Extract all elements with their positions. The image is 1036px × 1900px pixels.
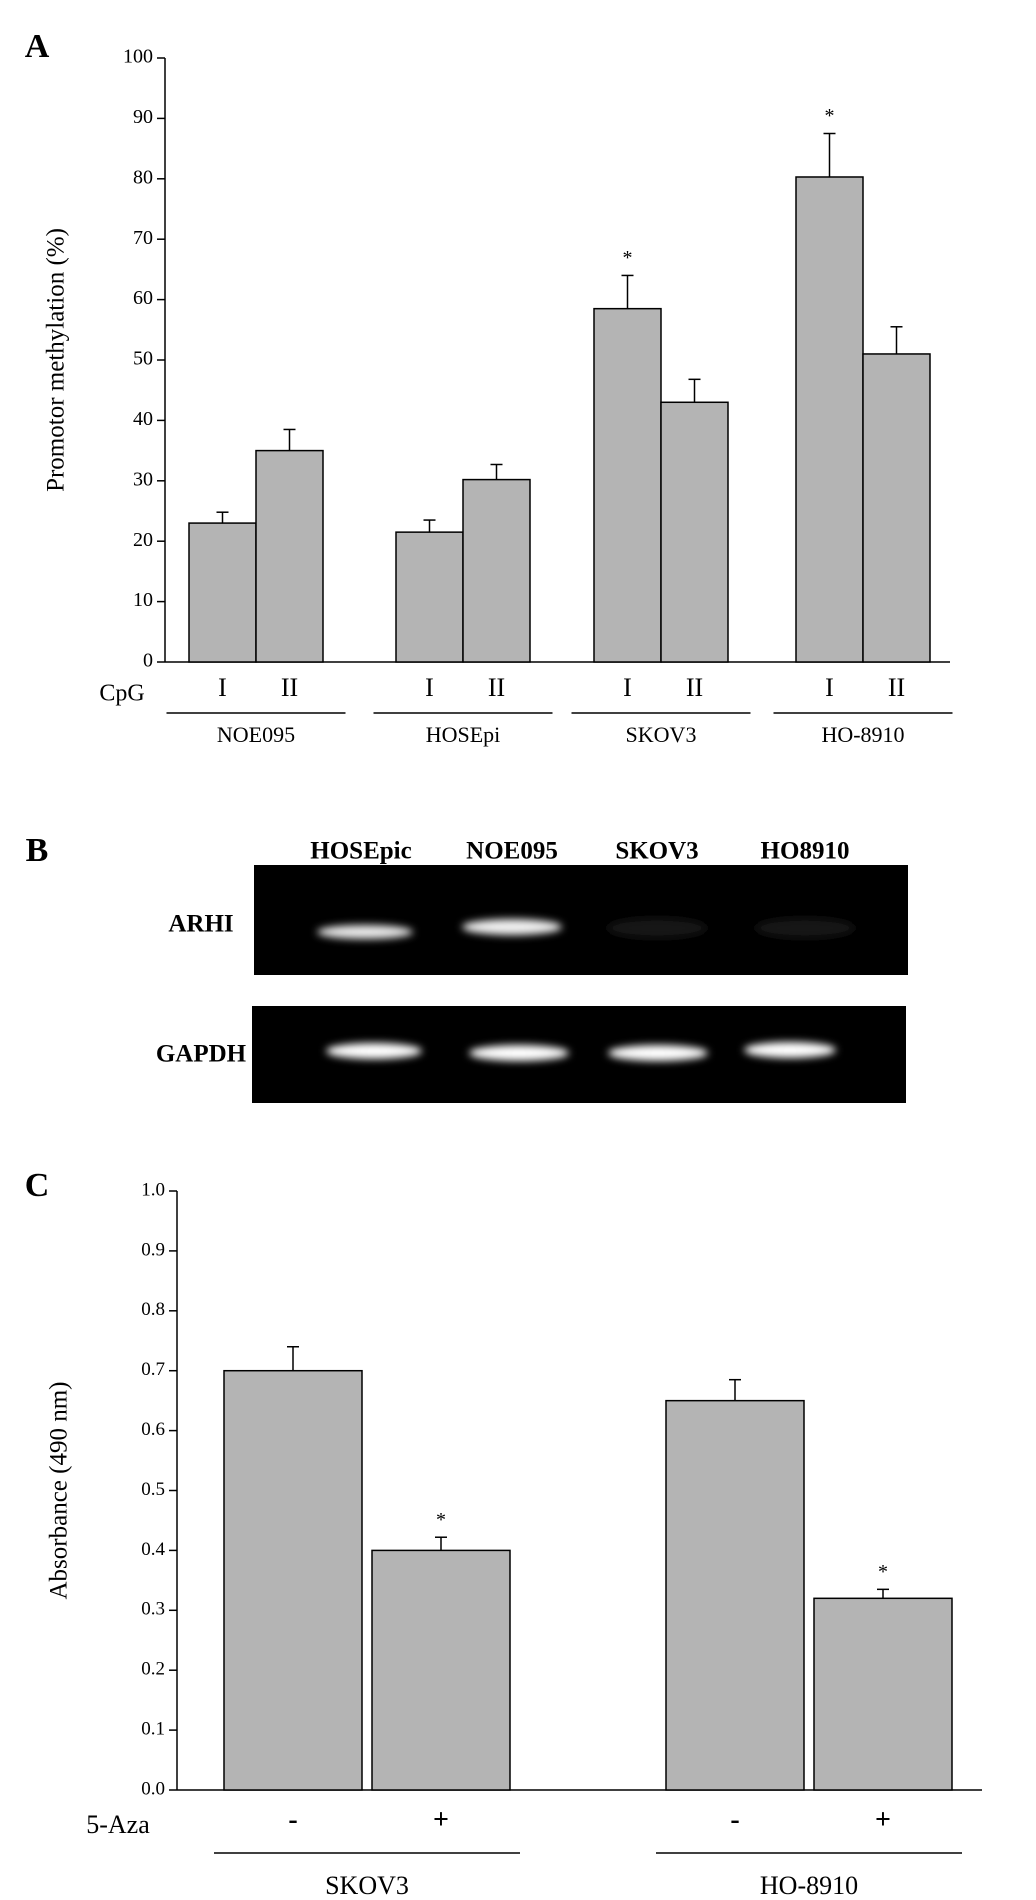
y-tick-label: 0.1 [141,1718,165,1739]
group-label: HO-8910 [821,722,904,747]
bar [795,176,864,663]
y-tick-label: 60 [133,287,153,309]
y-tick-label: 30 [133,468,153,490]
significance-mark: * [623,247,633,269]
y-tick-label: 0.4 [141,1539,165,1560]
lane-label: HO8910 [761,838,850,865]
y-tick-label: 0.0 [141,1778,165,1799]
bar [862,353,931,663]
y-tick-label: 0.6 [141,1419,165,1440]
group-label: SKOV3 [626,722,697,747]
x-tick-label: + [433,1804,449,1835]
y-tick-label: 0.9 [141,1239,165,1260]
bar [665,1399,805,1791]
bar [188,522,257,663]
significance-mark: * [825,105,835,127]
y-tick-label: 100 [123,46,153,68]
group-label: HOSEpi [426,722,501,747]
y-tick-label: 0 [143,650,153,672]
y-tick-label: 1.0 [141,1179,165,1200]
y-tick-label: 0.8 [141,1299,165,1320]
y-tick-label: 20 [133,529,153,551]
y-tick-label: 80 [133,166,153,188]
y-tick-label: 10 [133,589,153,611]
group-label: SKOV3 [325,1871,409,1900]
group-label: HO-8910 [760,1871,858,1900]
bar [813,1597,953,1791]
x-tick-label: II [888,673,905,702]
y-axis-title: Promotor methylation (%) [43,228,70,492]
x-tick-label: I [425,673,434,702]
gel-bands [317,918,855,1061]
bar [462,478,531,663]
x-tick-label: I [218,673,227,702]
x-tick-label: II [488,673,505,702]
x-tick-label: - [288,1804,297,1835]
significance-mark: * [436,1509,446,1531]
bar [395,531,464,663]
y-tick-label: 0.5 [141,1479,165,1500]
panel-label: C [25,1167,50,1204]
y-tick-label: 0.2 [141,1659,165,1680]
y-tick-label: 0.7 [141,1359,165,1380]
y-tick-label: 90 [133,106,153,128]
panel-label: B [26,832,49,869]
bar [223,1369,363,1791]
x-tick-label: + [875,1804,891,1835]
y-tick-label: 70 [133,227,153,249]
x-tick-label: II [281,673,298,702]
y-tick-label: 0.3 [141,1599,165,1620]
panel-label: A [25,28,50,65]
row-label: ARHI [168,911,233,938]
bar [593,307,662,663]
row-label: GAPDH [156,1041,247,1068]
lane-label: SKOV3 [615,838,698,865]
bar [660,401,729,663]
x-tick-label: I [825,673,834,702]
bar [255,449,324,663]
y-tick-label: 40 [133,408,153,430]
y-axis-title: Absorbance (490 nm) [46,1382,73,1600]
y-tick-label: 50 [133,348,153,370]
x-tick-label: - [730,1804,739,1835]
significance-mark: * [878,1561,888,1583]
bar [371,1549,511,1791]
x-row-label: CpG [99,681,144,707]
lane-label: HOSEpic [310,838,411,865]
lane-label: NOE095 [466,838,558,865]
group-label: NOE095 [217,722,295,747]
x-tick-label: II [686,673,703,702]
x-row-label: 5-Aza [86,1810,150,1839]
x-tick-label: I [623,673,632,702]
